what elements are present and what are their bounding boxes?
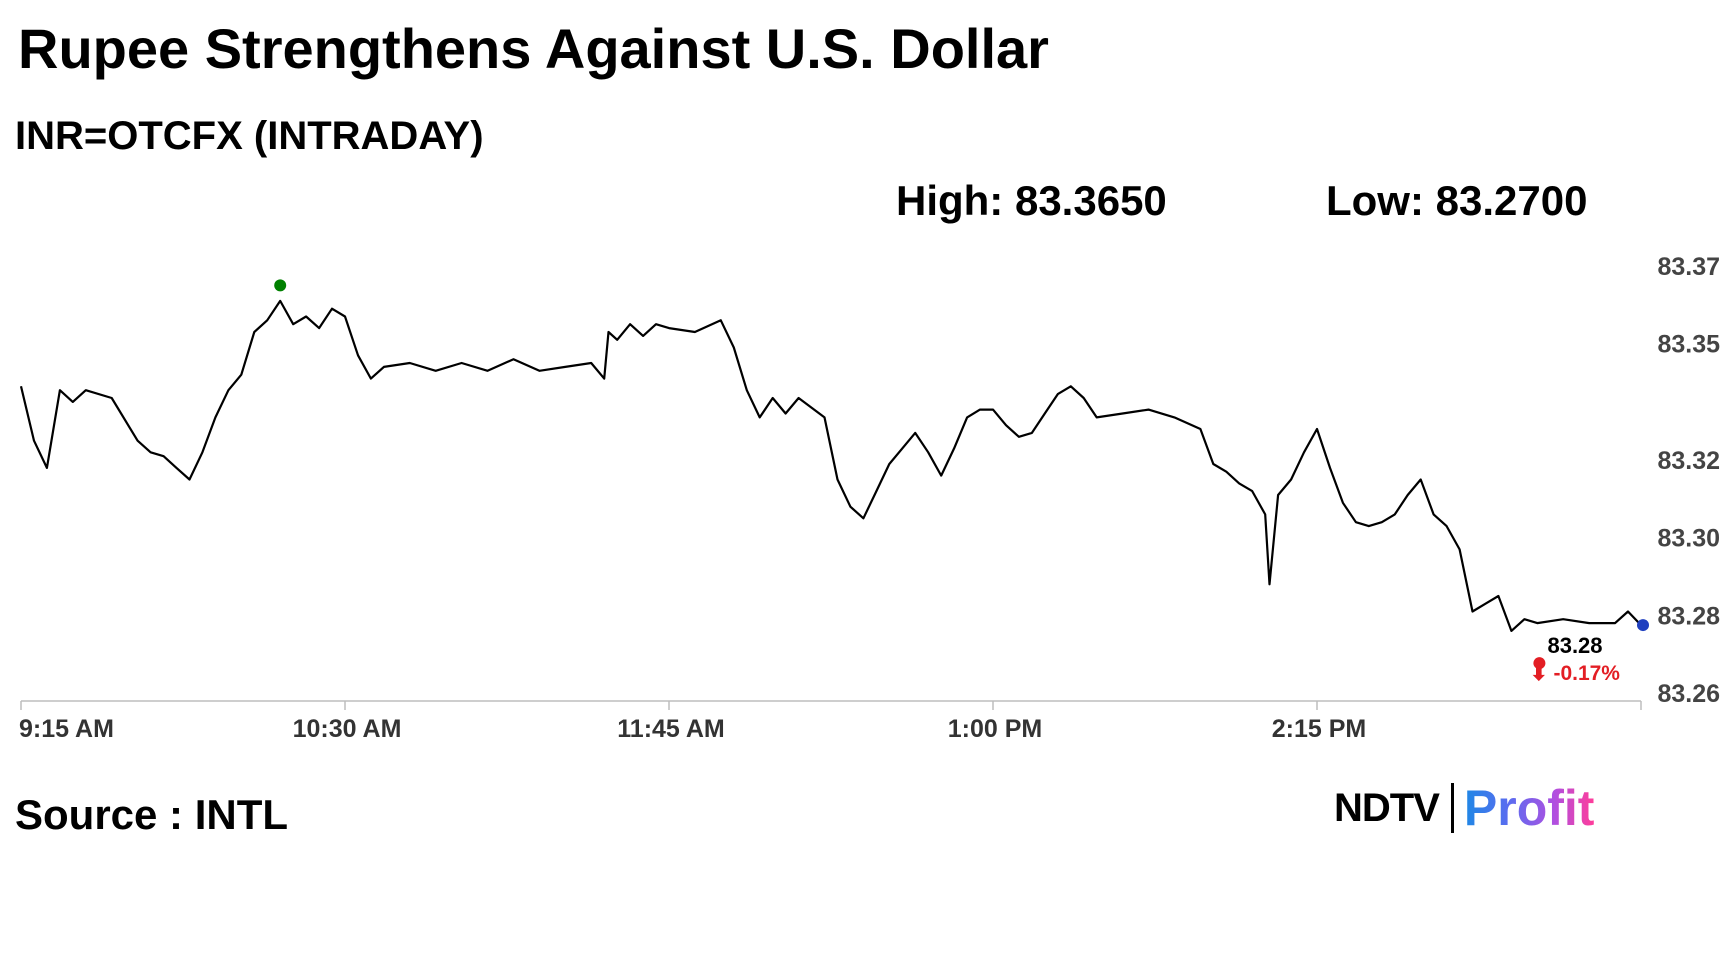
low-value: Low: 83.2700 — [1326, 177, 1588, 224]
y-tick-label: 83.26 — [1657, 680, 1720, 708]
annotation-layer: 83.28 ⬇ -0.17% — [1530, 633, 1620, 685]
y-tick-label: 83.30 — [1657, 525, 1720, 553]
x-tick-label: 11:45 AM — [617, 715, 724, 743]
ndtv-profit-logo: NDTV Profit — [1334, 780, 1594, 836]
y-tick-label: 83.28 — [1657, 602, 1720, 630]
high-marker — [274, 279, 287, 292]
high-value: High: 83.3650 — [896, 177, 1167, 224]
y-tick-label: 83.37 — [1657, 253, 1720, 281]
logo-profit-text: Profit — [1463, 780, 1595, 836]
chart-title: Rupee Strengthens Against U.S. Dollar — [18, 17, 1049, 80]
last-price-label: 83.28 — [1547, 633, 1602, 658]
x-axis: 9:15 AM 10:30 AM 11:45 AM 1:00 PM 2:15 PM — [19, 700, 1642, 743]
x-tick-label: 9:15 AM — [19, 715, 114, 743]
logo-separator — [1450, 783, 1454, 833]
source-note: Source : INTL — [15, 791, 289, 838]
low-marker — [1533, 657, 1546, 670]
marker-layer — [274, 279, 1649, 670]
y-tick-label: 83.32 — [1657, 447, 1720, 475]
x-tick-label: 1:00 PM — [948, 715, 1042, 743]
chart-subtitle: INR=OTCFX (INTRADAY) — [15, 114, 484, 158]
series-layer — [19, 299, 1642, 632]
last-change-label: ⬇ -0.17% — [1530, 662, 1620, 685]
logo-ndtv-text: NDTV — [1334, 785, 1440, 830]
y-axis: 83.37 83.35 83.32 83.30 83.28 83.26 — [1657, 253, 1720, 708]
price-line — [19, 299, 1642, 632]
x-tick-label: 10:30 AM — [293, 715, 402, 743]
x-tick-label: 2:15 PM — [1272, 715, 1366, 743]
last-price-marker — [1637, 619, 1649, 632]
y-tick-label: 83.35 — [1657, 331, 1720, 359]
